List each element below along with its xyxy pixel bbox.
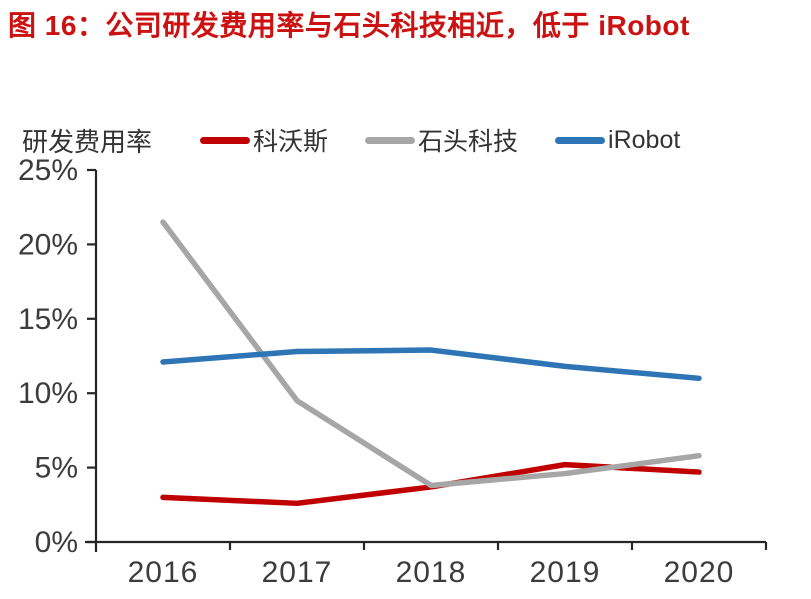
y-tick-label: 15% bbox=[18, 303, 78, 336]
y-tick-label: 0% bbox=[35, 526, 78, 559]
x-tick-label: 2017 bbox=[262, 556, 333, 589]
legend-item-1: 石头科技 bbox=[365, 122, 518, 158]
y-tick-label: 25% bbox=[18, 154, 78, 187]
legend-item-0: 科沃斯 bbox=[200, 122, 328, 158]
series-line-1 bbox=[160, 219, 702, 489]
legend-swatch-icon bbox=[555, 136, 606, 144]
y-axis-title: 研发费用率 bbox=[22, 126, 153, 157]
legend-swatch-icon bbox=[200, 136, 251, 144]
legend-row: 研发费用率 科沃斯 石头科技 iRobot bbox=[22, 122, 680, 158]
legend-series-label: iRobot bbox=[608, 125, 681, 154]
x-tick-label: 2018 bbox=[396, 556, 467, 589]
legend-series-label: 石头科技 bbox=[418, 128, 519, 156]
figure-title: 图 16：公司研发费用率与石头科技相近，低于 iRobot bbox=[8, 10, 690, 41]
y-tick-label: 10% bbox=[18, 377, 78, 410]
x-tick-label: 2019 bbox=[530, 556, 601, 589]
x-tick-label: 2020 bbox=[664, 556, 735, 589]
chart-legend: 科沃斯 石头科技 iRobot bbox=[200, 122, 680, 158]
legend-item-2: iRobot bbox=[555, 126, 680, 155]
legend-series-label: 科沃斯 bbox=[253, 128, 329, 156]
y-tick-label: 20% bbox=[18, 228, 78, 261]
legend-swatch-icon bbox=[365, 136, 416, 144]
y-tick-label: 5% bbox=[35, 452, 78, 485]
series-line-2 bbox=[160, 347, 702, 382]
x-tick-label: 2016 bbox=[128, 556, 199, 589]
